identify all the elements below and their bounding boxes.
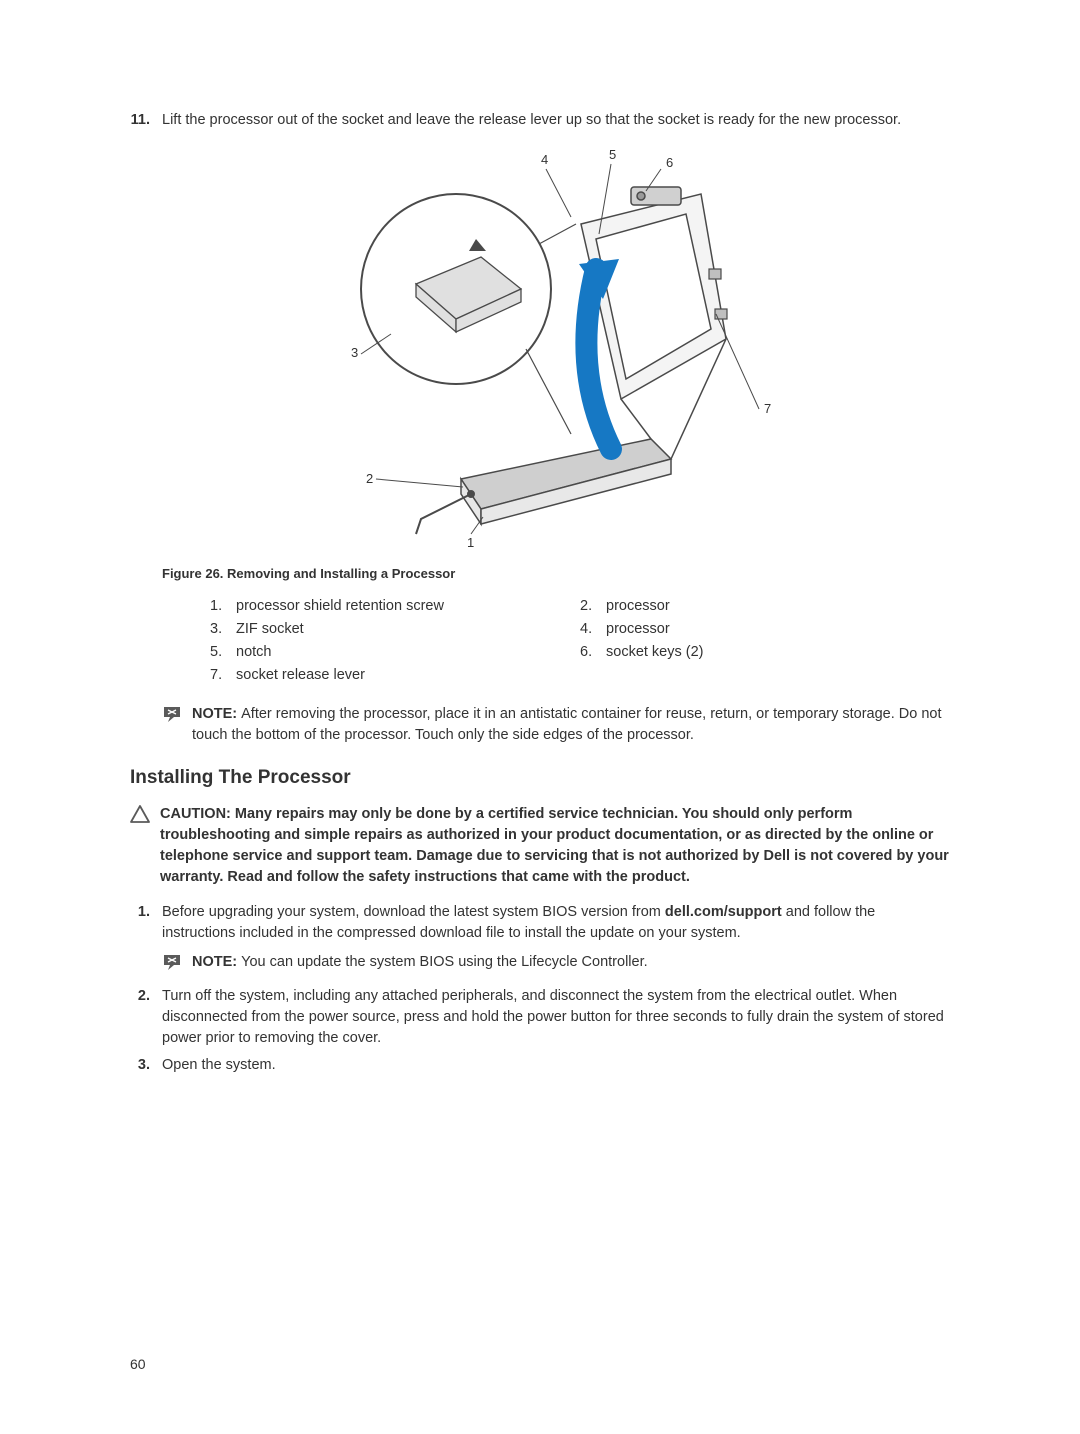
- legend-item: 3.ZIF socket: [210, 619, 580, 640]
- callout-4: 4: [541, 152, 548, 167]
- legend-item: 1.processor shield retention screw: [210, 596, 580, 617]
- callout-2: 2: [366, 471, 373, 486]
- note-icon: [162, 952, 186, 978]
- step-number: 2.: [130, 986, 162, 1049]
- legend-item: 4.processor: [580, 619, 950, 640]
- step-text: Before upgrading your system, download t…: [162, 902, 950, 980]
- legend-item: 6.socket keys (2): [580, 642, 950, 663]
- callout-7: 7: [764, 401, 771, 416]
- section-heading: Installing The Processor: [130, 764, 950, 792]
- legend-item: 2.processor: [580, 596, 950, 617]
- figure-26: 1 2 3 4 5 6 7 Figure 26. Removing and In…: [162, 139, 950, 688]
- callout-5: 5: [609, 147, 616, 162]
- step-text: Open the system.: [162, 1055, 950, 1076]
- step-1: 1. Before upgrading your system, downloa…: [130, 902, 950, 980]
- figure-caption: Figure 26. Removing and Installing a Pro…: [162, 565, 950, 584]
- note-text: NOTE: After removing the processor, plac…: [186, 704, 950, 746]
- step-number: 3.: [130, 1055, 162, 1076]
- figure-legend: 1.processor shield retention screw 3.ZIF…: [210, 594, 950, 688]
- step-11: 11. Lift the processor out of the socket…: [130, 110, 950, 131]
- step-text: Turn off the system, including any attac…: [162, 986, 950, 1049]
- callout-3: 3: [351, 345, 358, 360]
- step-3: 3. Open the system.: [130, 1055, 950, 1076]
- processor-diagram: 1 2 3 4 5 6 7: [321, 139, 791, 559]
- caution-block: CAUTION: Many repairs may only be done b…: [130, 804, 950, 888]
- legend-item: 7.socket release lever: [210, 665, 580, 686]
- caution-text: CAUTION: Many repairs may only be done b…: [154, 804, 950, 888]
- step-text: Lift the processor out of the socket and…: [162, 110, 950, 131]
- caution-icon: [130, 804, 154, 888]
- legend-item: 5.notch: [210, 642, 580, 663]
- step-2: 2. Turn off the system, including any at…: [130, 986, 950, 1049]
- note-block: NOTE: You can update the system BIOS usi…: [162, 952, 950, 978]
- step-number: 11.: [130, 110, 162, 131]
- callout-6: 6: [666, 155, 673, 170]
- callout-1: 1: [467, 535, 474, 550]
- note-text: NOTE: You can update the system BIOS usi…: [186, 952, 950, 978]
- note-icon: [162, 704, 186, 746]
- step-number: 1.: [130, 902, 162, 980]
- note-block: NOTE: After removing the processor, plac…: [162, 704, 950, 746]
- page-number: 60: [130, 1354, 146, 1374]
